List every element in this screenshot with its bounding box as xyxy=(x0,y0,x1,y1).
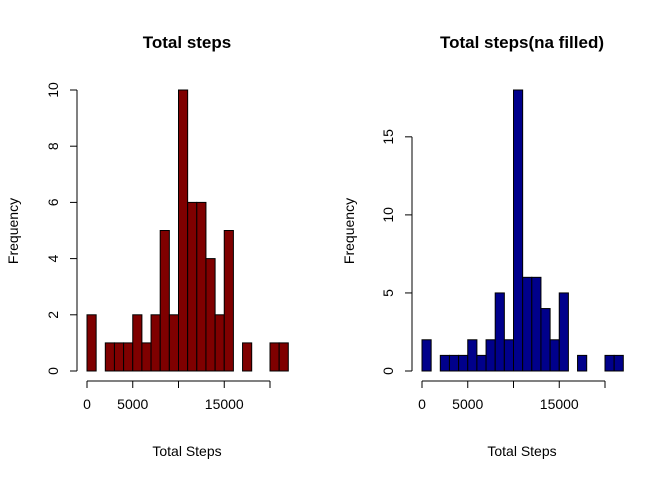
x-axis-label: Total Steps xyxy=(152,443,221,459)
x-tick-label: 0 xyxy=(83,396,91,412)
histogram-bar xyxy=(132,314,143,372)
histogram-bar xyxy=(421,339,432,372)
histogram-bar xyxy=(494,292,505,372)
x-tick-label: 15000 xyxy=(540,396,579,412)
histogram-bar xyxy=(604,354,615,372)
chart-title: Total steps xyxy=(143,33,231,52)
histogram-bar xyxy=(613,354,624,372)
histogram-bar xyxy=(86,314,97,372)
y-tick-label: 5 xyxy=(380,289,396,297)
x-tick-label: 5000 xyxy=(117,396,148,412)
y-tick-label: 0 xyxy=(380,367,396,375)
histogram-bar xyxy=(577,354,588,372)
histogram-bar xyxy=(104,342,115,372)
histogram-bar xyxy=(476,354,487,372)
x-tick-label: 5000 xyxy=(452,396,483,412)
x-tick-label: 15000 xyxy=(205,396,244,412)
y-tick-label: 8 xyxy=(45,142,61,150)
histogram-bar xyxy=(214,314,225,372)
y-tick-label: 15 xyxy=(380,129,396,145)
y-axis: 0 5 10 15 xyxy=(380,129,413,375)
histogram-bar xyxy=(531,276,542,372)
histogram-bar xyxy=(178,89,189,372)
histogram-bar xyxy=(540,308,551,372)
y-axis: 0 2 4 6 8 10 xyxy=(45,82,78,375)
histogram-bar xyxy=(558,292,569,372)
histogram-bar xyxy=(113,342,125,372)
histogram-bar xyxy=(467,339,478,372)
y-tick-label: 2 xyxy=(45,311,61,319)
histogram-bar xyxy=(439,354,450,372)
y-axis-label: Frequency xyxy=(5,198,21,264)
y-tick-label: 10 xyxy=(45,82,61,98)
histogram-bar xyxy=(269,342,280,372)
histogram-bar xyxy=(123,342,134,372)
histogram-bar xyxy=(513,89,524,372)
y-tick-label: 10 xyxy=(380,207,396,223)
histogram-bar xyxy=(159,230,170,372)
histogram-bar xyxy=(522,276,533,372)
histogram-bar xyxy=(278,342,289,372)
histogram-total-steps-na-filled: Total steps(na filled) Total Steps Frequ… xyxy=(341,33,624,459)
y-axis-label: Frequency xyxy=(341,198,357,264)
chart-title: Total steps(na filled) xyxy=(440,33,604,52)
x-axis-label: Total Steps xyxy=(487,443,556,459)
y-tick-label: 6 xyxy=(45,198,61,206)
histogram-bar xyxy=(205,258,216,372)
histogram-bar xyxy=(141,342,152,372)
y-tick-label: 4 xyxy=(45,254,61,262)
histogram-total-steps: Total steps Total Steps Frequency 0 5000 1… xyxy=(5,33,289,459)
histogram-bar xyxy=(196,201,207,372)
bars xyxy=(86,89,289,372)
histogram-bar xyxy=(223,230,234,372)
x-axis: 0 5000 15000 xyxy=(418,380,606,412)
histogram-bar xyxy=(503,339,515,372)
x-tick-label: 0 xyxy=(418,396,426,412)
histogram-bar xyxy=(485,339,496,372)
histogram-bar xyxy=(150,314,161,372)
x-axis: 0 5000 15000 xyxy=(83,380,271,412)
histogram-bar xyxy=(242,342,253,372)
histogram-bar xyxy=(549,339,560,372)
y-tick-label: 0 xyxy=(45,367,61,375)
histogram-bar xyxy=(458,354,469,372)
histogram-bar xyxy=(187,201,198,372)
bars xyxy=(421,89,624,372)
histogram-bar xyxy=(168,314,180,372)
histogram-bar xyxy=(448,354,460,372)
